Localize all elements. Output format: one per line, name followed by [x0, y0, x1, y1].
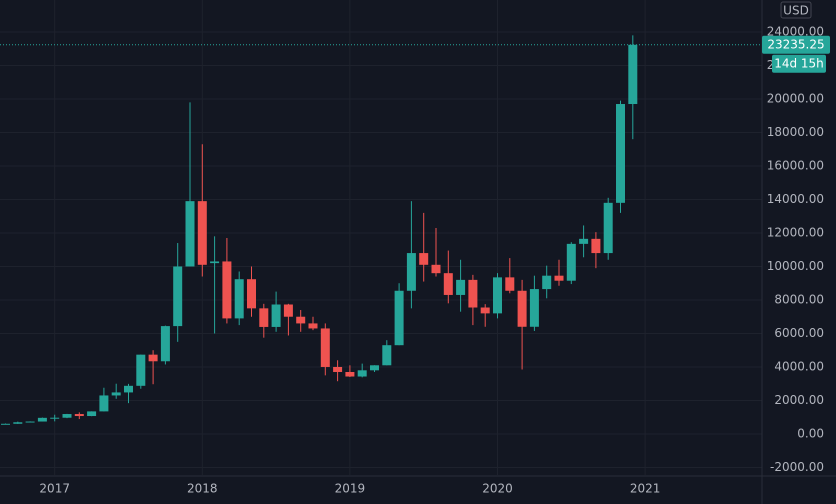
candle-body — [148, 354, 158, 362]
candle-body — [406, 253, 416, 291]
candle-body — [99, 395, 109, 412]
y-tick-label: 10000.00 — [767, 259, 824, 273]
candle-body — [173, 266, 183, 327]
candle-body — [603, 202, 613, 254]
y-tick-label: 20000.00 — [767, 91, 824, 105]
candle-body — [431, 264, 441, 274]
candle-body — [25, 421, 35, 423]
candle-body — [185, 201, 195, 267]
candle-body — [271, 304, 281, 327]
candle-body — [554, 275, 564, 281]
candle-body — [87, 411, 97, 417]
candle-body — [628, 44, 638, 105]
candle-body — [222, 261, 232, 319]
last-price-badge — [762, 35, 830, 54]
x-tick-label: 2020 — [482, 482, 513, 496]
candle-body — [197, 201, 207, 265]
candle-body — [234, 279, 244, 319]
candle-body — [320, 328, 330, 367]
candle-body — [517, 290, 527, 327]
candle-body — [480, 307, 490, 314]
candle-body — [37, 417, 47, 422]
currency-badge[interactable] — [780, 1, 812, 19]
y-tick-label: 4000.00 — [774, 359, 824, 373]
candle-body — [357, 370, 367, 377]
candle-body — [579, 238, 589, 244]
y-tick-label: 2000.00 — [774, 393, 824, 407]
candle-body — [529, 289, 539, 327]
y-tick-label: 0.00 — [797, 426, 824, 440]
candle-body — [13, 422, 23, 424]
y-tick-label: 18000.00 — [767, 125, 824, 139]
candle-body — [62, 414, 72, 418]
candle-body — [74, 414, 84, 417]
currency[interactable]: USD — [783, 4, 809, 18]
x-tick-label: 2017 — [39, 482, 70, 496]
last-price-label: 23235.25 — [767, 37, 824, 51]
candle-body — [333, 366, 343, 372]
candle-body — [370, 365, 379, 371]
candle-body — [505, 277, 515, 291]
candle-body — [616, 104, 625, 203]
x-tick-label: 2021 — [630, 482, 661, 496]
y-tick-label: 8000.00 — [774, 292, 824, 306]
candle-body — [443, 273, 453, 295]
x-tick-label: 2019 — [335, 482, 366, 496]
y-tick-label: -2000.00 — [770, 460, 824, 474]
candle-body — [345, 371, 355, 377]
candle-body — [111, 392, 121, 396]
y-tick-label: 24000.00 — [767, 24, 824, 38]
candle-body — [468, 279, 478, 308]
candle-body — [160, 326, 170, 362]
candle-body — [136, 354, 146, 386]
candle-body — [124, 385, 133, 393]
countdown-badge — [772, 54, 826, 73]
candle-body — [394, 290, 404, 346]
countdown: 14d 15h — [774, 56, 824, 70]
candle-body — [50, 417, 60, 419]
candle-body — [419, 253, 429, 265]
candle-body — [456, 279, 466, 295]
y-tick-label: 16000.00 — [767, 158, 824, 172]
candle-body — [382, 345, 392, 366]
candle-body — [493, 277, 502, 314]
candle-body — [247, 279, 256, 309]
candle-body — [210, 261, 220, 264]
candle-body — [283, 304, 293, 317]
y-tick-label: 12000.00 — [767, 225, 824, 239]
y-tick-label: 6000.00 — [774, 326, 824, 340]
candle-body — [591, 238, 601, 254]
candle-body — [259, 308, 269, 327]
y-tick-label: 14000.00 — [767, 192, 824, 206]
candle-body — [566, 243, 576, 281]
x-tick-label: 2018 — [187, 482, 218, 496]
candle-body — [308, 323, 318, 329]
candle-body — [296, 316, 306, 324]
candle-body — [1, 423, 10, 425]
candle-body — [542, 275, 552, 290]
